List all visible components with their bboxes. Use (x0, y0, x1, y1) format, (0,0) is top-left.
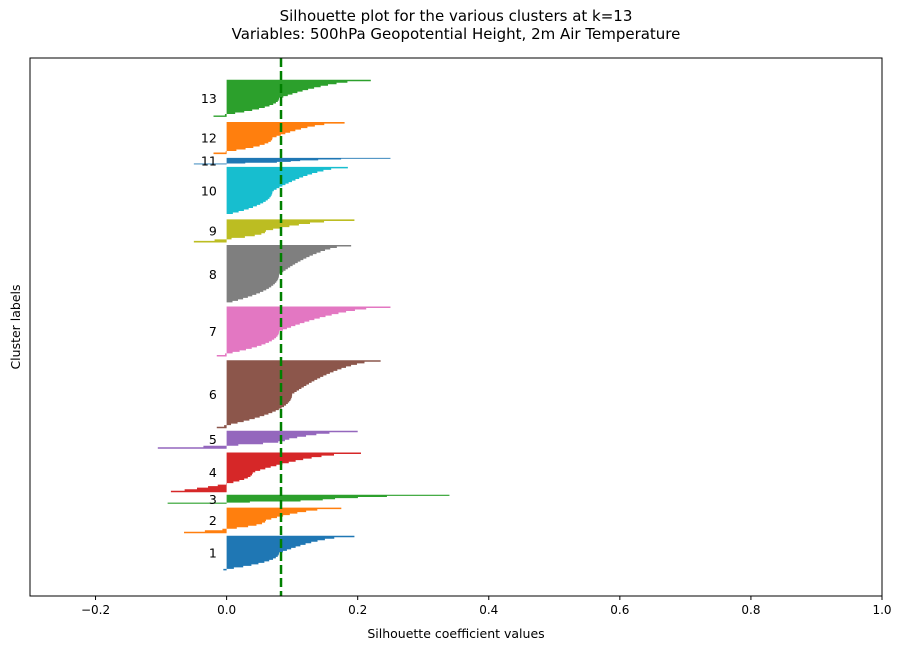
cluster-13-silhouette (213, 79, 371, 117)
cluster-9-silhouette (193, 219, 355, 243)
cluster-12-silhouette (213, 122, 345, 155)
cluster-6-silhouette (216, 360, 381, 429)
cluster-1-silhouette (223, 535, 355, 571)
x-tick-label: 1.0 (872, 603, 891, 617)
cluster-11-silhouette (193, 157, 391, 165)
x-tick-label: 0.6 (610, 603, 629, 617)
cluster-label-8: 8 (209, 267, 217, 282)
cluster-label-2: 2 (209, 513, 217, 528)
cluster-label-11: 11 (201, 154, 217, 169)
cluster-label-13: 13 (201, 91, 217, 106)
cluster-5-silhouette (157, 430, 358, 449)
cluster-7-silhouette (216, 306, 391, 357)
cluster-label-5: 5 (209, 432, 217, 447)
x-axis-ticks: −0.2 0.0 0.2 0.4 0.6 0.8 1.0 (81, 596, 892, 617)
cluster-label-1: 1 (209, 546, 217, 561)
x-tick-label: 0.0 (217, 603, 236, 617)
plot-frame (29, 57, 883, 597)
cluster-label-12: 12 (201, 131, 217, 146)
cluster-label-6: 6 (209, 387, 217, 402)
cluster-3-silhouette (167, 494, 450, 504)
x-tick-label: −0.2 (81, 603, 110, 617)
x-axis-label: Silhouette coefficient values (367, 626, 544, 641)
x-tick-label: 0.2 (348, 603, 367, 617)
cluster-label-3: 3 (209, 492, 217, 507)
cluster-label-10: 10 (201, 184, 217, 199)
cluster-label-4: 4 (209, 465, 217, 480)
chart-title: Silhouette plot for the various clusters… (280, 7, 633, 25)
cluster-8-silhouette (226, 245, 352, 304)
chart-subtitle: Variables: 500hPa Geopotential Height, 2… (232, 25, 681, 43)
cluster-4-silhouette (170, 452, 361, 493)
cluster-10-silhouette (226, 166, 348, 216)
x-tick-label: 0.8 (741, 603, 760, 617)
x-tick-label: 0.4 (479, 603, 498, 617)
cluster-label-7: 7 (209, 324, 217, 339)
cluster-label-9: 9 (209, 223, 217, 238)
y-axis-label: Cluster labels (8, 284, 23, 369)
cluster-2-silhouette (184, 507, 342, 534)
